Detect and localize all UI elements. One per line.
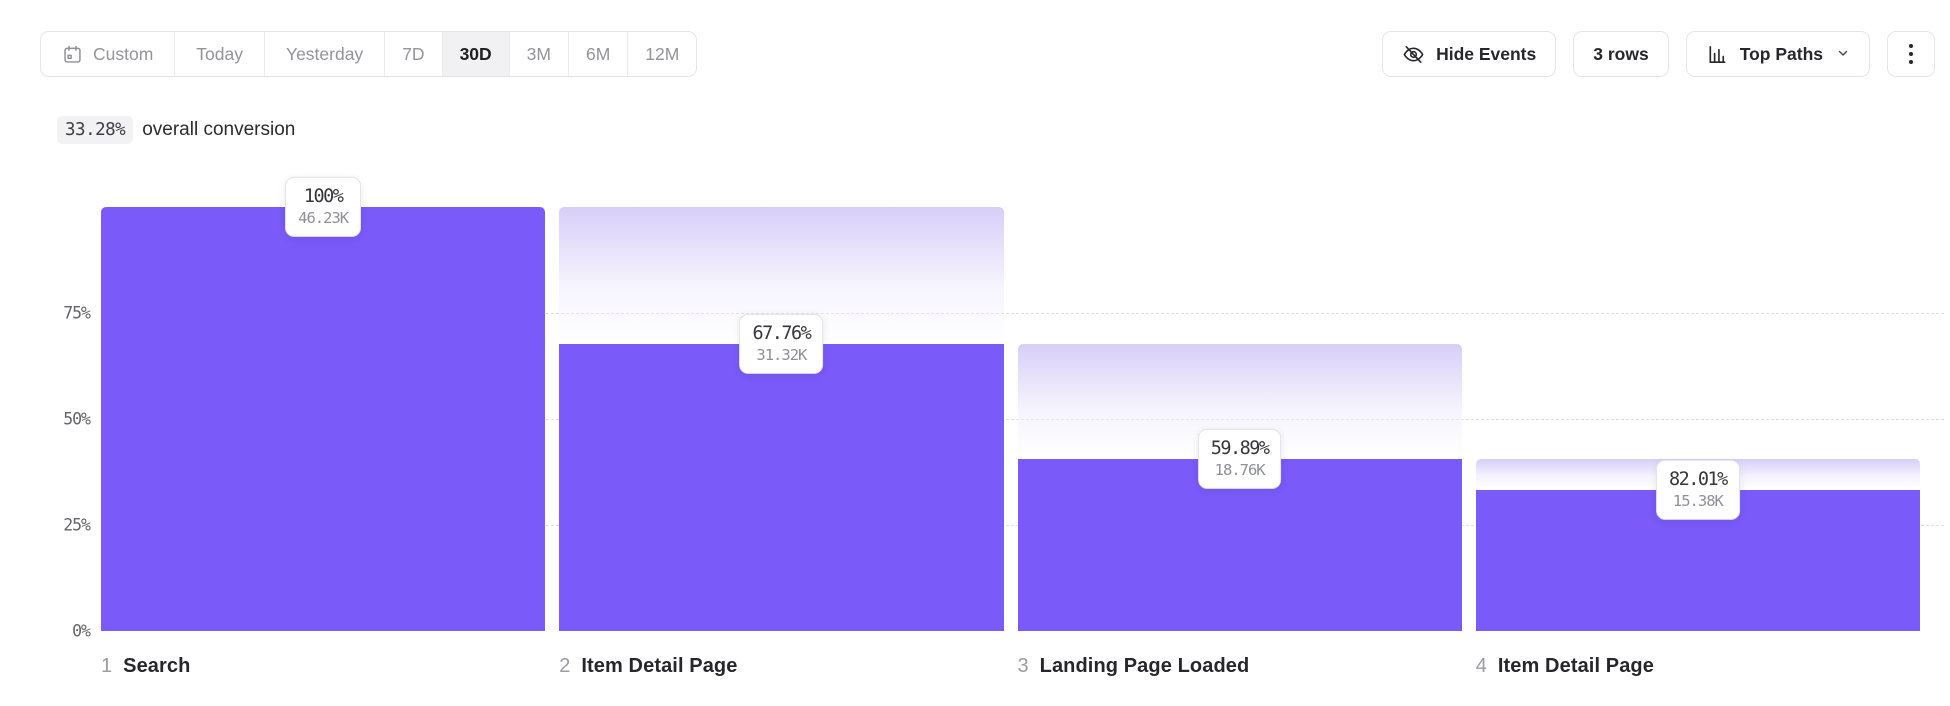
bar-value-tooltip-1: 100% 46.23K <box>285 176 362 238</box>
calendar-icon <box>62 44 83 65</box>
step-number: 4 <box>1475 655 1487 677</box>
tooltip-count: 31.32K <box>756 345 807 364</box>
date-range-yesterday[interactable]: Yesterday <box>265 32 386 76</box>
step-number: 3 <box>1017 655 1029 677</box>
more-options-button[interactable] <box>1887 31 1935 77</box>
step-name: Search <box>123 655 191 677</box>
top-paths-dropdown[interactable]: Top Paths <box>1685 31 1870 77</box>
rows-button[interactable]: 3 rows <box>1573 31 1669 77</box>
overall-conversion: 33.28% overall conversion <box>57 116 295 144</box>
tooltip-conversion-pct: 100% <box>303 185 344 207</box>
kebab-icon <box>1909 44 1913 64</box>
funnel-step-label-3: 3 Landing Page Loaded <box>1018 655 1250 678</box>
rows-label: 3 rows <box>1593 43 1649 64</box>
tooltip-count: 46.23K <box>298 208 349 227</box>
eye-off-icon <box>1402 43 1425 66</box>
date-range-7d[interactable]: 7D <box>385 32 443 76</box>
bar-value-tooltip-3: 59.89% 18.76K <box>1197 428 1282 490</box>
toolbar: Custom Today Yesterday 7D 30D 3M 6M 12M … <box>40 31 1935 77</box>
tooltip-count: 18.76K <box>1214 460 1266 479</box>
step-name: Item Detail Page <box>1497 655 1654 677</box>
date-range-selector: Custom Today Yesterday 7D 30D 3M 6M 12M <box>40 31 698 77</box>
date-range-custom[interactable]: Custom <box>41 32 176 76</box>
hide-events-label: Hide Events <box>1436 43 1537 64</box>
bar-value-tooltip-2: 67.76% 31.32K <box>739 313 824 374</box>
tooltip-conversion-pct: 67.76% <box>752 322 811 344</box>
bar-value-tooltip-4: 82.01% 15.38K <box>1655 459 1740 521</box>
hide-events-button[interactable]: Hide Events <box>1382 31 1557 77</box>
date-range-12m[interactable]: 12M <box>628 32 697 76</box>
y-axis-tick-0: 0% <box>72 621 91 641</box>
tooltip-count: 15.38K <box>1672 491 1724 510</box>
top-paths-label: Top Paths <box>1739 43 1823 64</box>
date-range-today[interactable]: Today <box>175 32 265 76</box>
step-name: Item Detail Page <box>581 655 738 677</box>
chevron-down-icon <box>1836 44 1850 65</box>
step-name: Landing Page Loaded <box>1039 655 1250 677</box>
tooltip-conversion-pct: 82.01% <box>1668 468 1728 490</box>
funnel-step-label-2: 2 Item Detail Page <box>559 655 737 678</box>
y-axis-tick-25: 25% <box>63 515 91 535</box>
funnel-bar-2[interactable] <box>559 343 1004 631</box>
toolbar-actions: Hide Events 3 rows Top Paths <box>1382 31 1935 77</box>
overall-conversion-value: 33.28% <box>57 116 134 144</box>
tooltip-conversion-pct: 59.89% <box>1210 437 1270 459</box>
funnel-step-label-1: 1 Search <box>101 655 190 678</box>
date-range-30d[interactable]: 30D <box>442 32 510 76</box>
gridline-75 <box>101 313 1944 314</box>
funnel-step-label-4: 4 Item Detail Page <box>1476 655 1654 678</box>
step-number: 2 <box>559 655 571 677</box>
bar-chart-icon <box>1706 43 1729 66</box>
overall-conversion-text: overall conversion <box>142 119 296 140</box>
step-number: 1 <box>101 655 113 677</box>
date-range-6m[interactable]: 6M <box>568 32 629 76</box>
date-range-label: Custom <box>93 43 154 64</box>
funnel-bar-1[interactable] <box>101 207 546 631</box>
date-range-3m[interactable]: 3M <box>509 32 569 76</box>
y-axis-tick-75: 75% <box>63 303 91 323</box>
y-axis-tick-50: 50% <box>63 409 91 429</box>
